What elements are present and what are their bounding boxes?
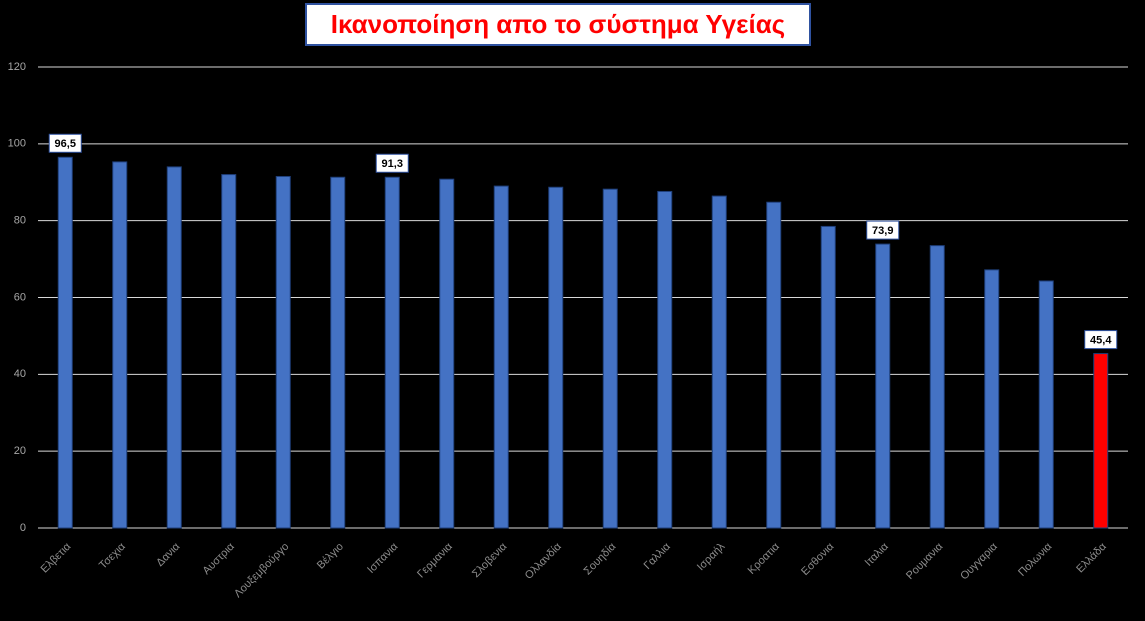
y-tick-label: 40: [14, 368, 26, 380]
value-label: 45,4: [1090, 334, 1112, 346]
bar: [548, 186, 564, 529]
bar: [384, 176, 400, 529]
y-tick-label: 0: [20, 522, 26, 534]
bar: [275, 175, 291, 529]
value-label: 91,3: [382, 158, 403, 170]
bar: [820, 225, 836, 529]
bar: [166, 166, 182, 529]
value-label-box: [1084, 330, 1118, 350]
y-tick-label: 80: [14, 215, 26, 227]
y-tick-label: 100: [8, 138, 26, 150]
bar: [766, 201, 782, 529]
bar: [657, 190, 673, 529]
bar: [1093, 353, 1109, 529]
value-label: 73,9: [872, 225, 893, 237]
bar: [57, 156, 73, 529]
title-box: [305, 3, 811, 46]
bar: [1038, 280, 1054, 529]
bar: [493, 185, 509, 529]
bar: [602, 188, 618, 529]
value-label-box: [866, 220, 900, 240]
bar: [330, 176, 346, 529]
y-tick-label: 120: [8, 61, 26, 73]
value-label-box: [375, 153, 409, 173]
value-label-box: [48, 133, 82, 153]
bar: [984, 269, 1000, 529]
bar: [711, 195, 727, 529]
bar: [439, 178, 455, 529]
chart-title: Ικανοποίηση απο το σύστημα Υγείας: [331, 9, 785, 39]
y-tick-label: 60: [14, 291, 26, 303]
bar: [929, 245, 945, 529]
y-tick-label: 20: [14, 445, 26, 457]
bar: [112, 161, 128, 529]
value-label: 96,5: [55, 138, 76, 150]
bar: [875, 243, 891, 529]
bar: [221, 174, 237, 529]
